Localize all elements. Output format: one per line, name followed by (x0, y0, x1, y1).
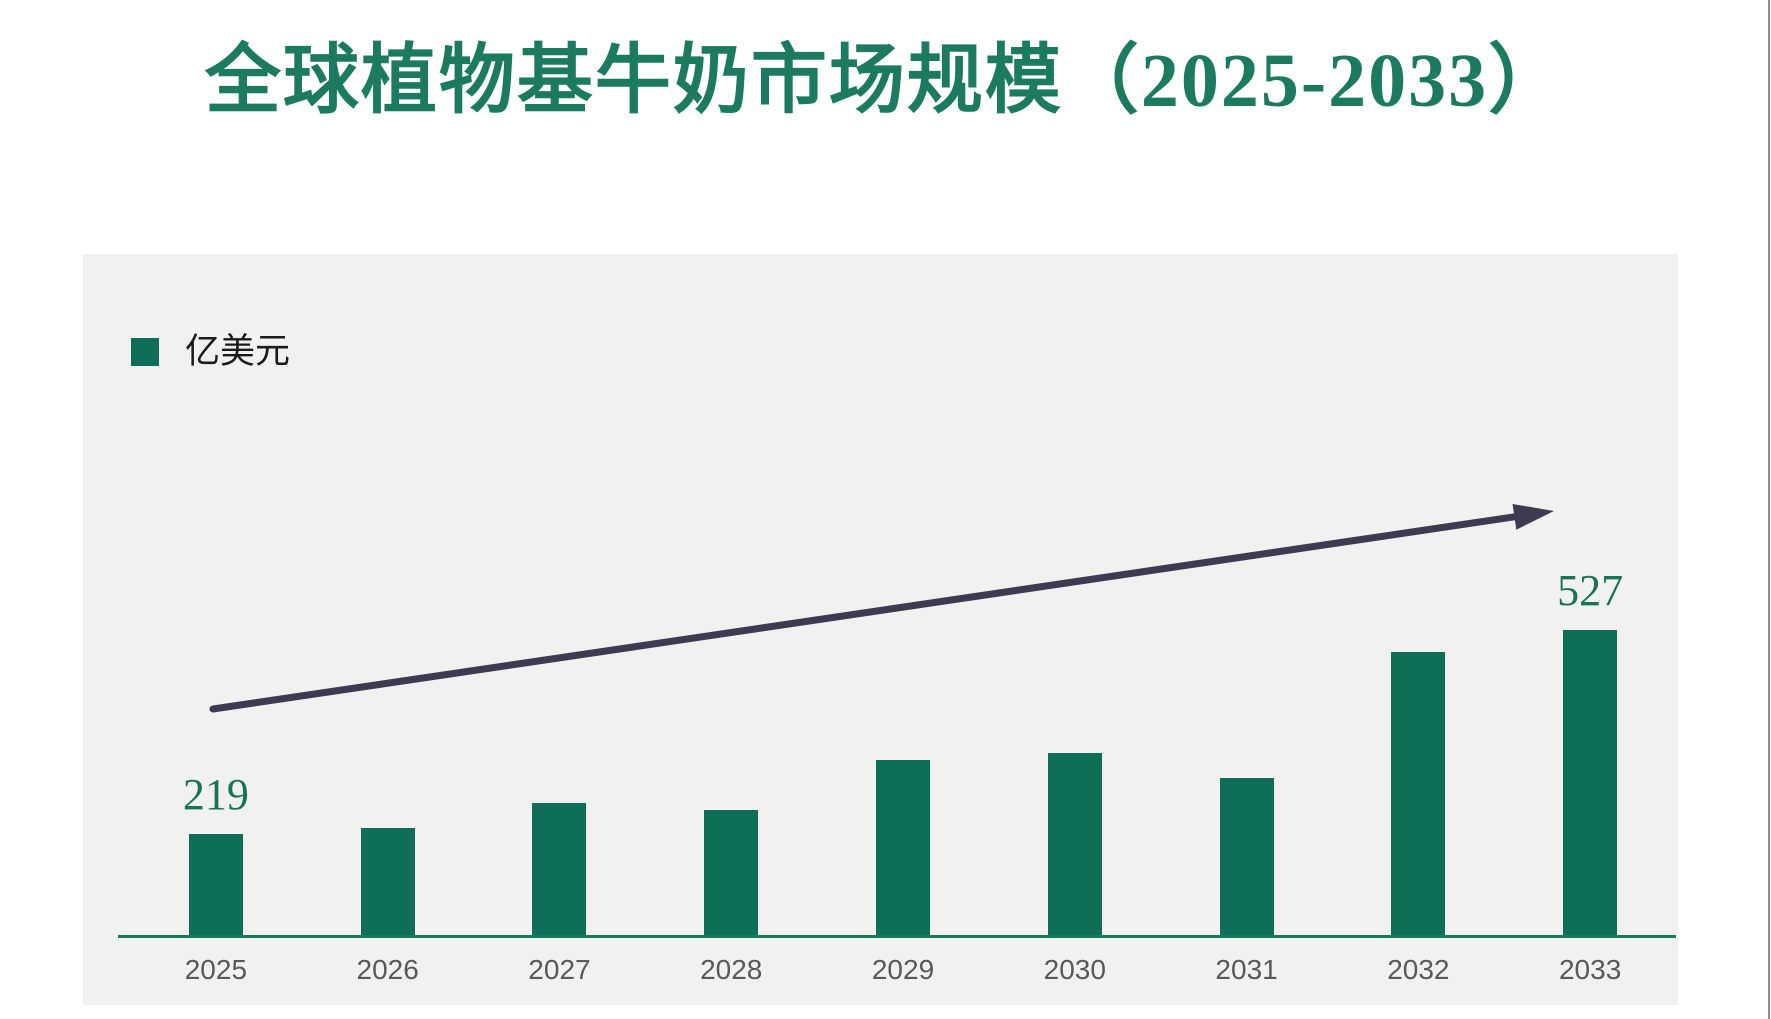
chart-panel: 亿美元 219 527 2025 2026 2027 2028 2029 2030 2031 2… (83, 254, 1678, 1005)
x-tick-label-2025: 2025 (184, 954, 248, 985)
bar-slot-2025: 219 (130, 508, 302, 938)
bar-slot-2029 (817, 508, 989, 938)
bar-value-label-2025: 219 (182, 770, 249, 819)
bar-2030 (1047, 753, 1102, 938)
bar-slot-2026 (302, 508, 474, 938)
legend-label: 亿美元 (185, 332, 291, 371)
bar-slot-2030 (989, 508, 1161, 938)
x-tick-label-2032: 2032 (1387, 954, 1450, 985)
bar-2033 (1563, 630, 1618, 938)
window-edge-line (1768, 0, 1770, 1019)
legend-swatch-icon (131, 337, 159, 366)
bar-slot-2028 (645, 508, 817, 938)
bar-2025 (188, 834, 243, 938)
bar-value-label-2033: 527 (1557, 566, 1624, 615)
x-tick-label-2027: 2027 (528, 954, 591, 985)
chart-legend: 亿美元 (131, 334, 290, 369)
bar-slot-2033: 527 (1504, 508, 1676, 938)
chart-title: 全球植物基牛奶市场规模（2025-2033） (204, 39, 1567, 123)
x-tick-label-2033: 2033 (1558, 954, 1622, 985)
bar-2027 (532, 803, 587, 938)
bar-2032 (1391, 652, 1446, 938)
x-tick-label-2030: 2030 (1043, 954, 1106, 985)
bar-slot-2031 (1161, 508, 1333, 938)
x-axis-line (118, 935, 1676, 938)
bar-slot-2032 (1332, 508, 1504, 938)
bar-2031 (1219, 778, 1274, 938)
x-tick-label-2031: 2031 (1215, 954, 1278, 985)
x-tick-label-2029: 2029 (871, 954, 935, 985)
bar-2028 (704, 810, 759, 938)
bar-slot-2027 (474, 508, 646, 938)
x-tick-label-2026: 2026 (356, 954, 419, 985)
x-axis-labels: 2025 2026 2027 2028 2029 2030 2031 2032 2033 (130, 954, 1676, 986)
bar-2026 (360, 828, 415, 938)
plot-area: 219 527 (130, 508, 1676, 938)
x-tick-label-2028: 2028 (700, 954, 763, 985)
bar-2029 (876, 760, 931, 938)
